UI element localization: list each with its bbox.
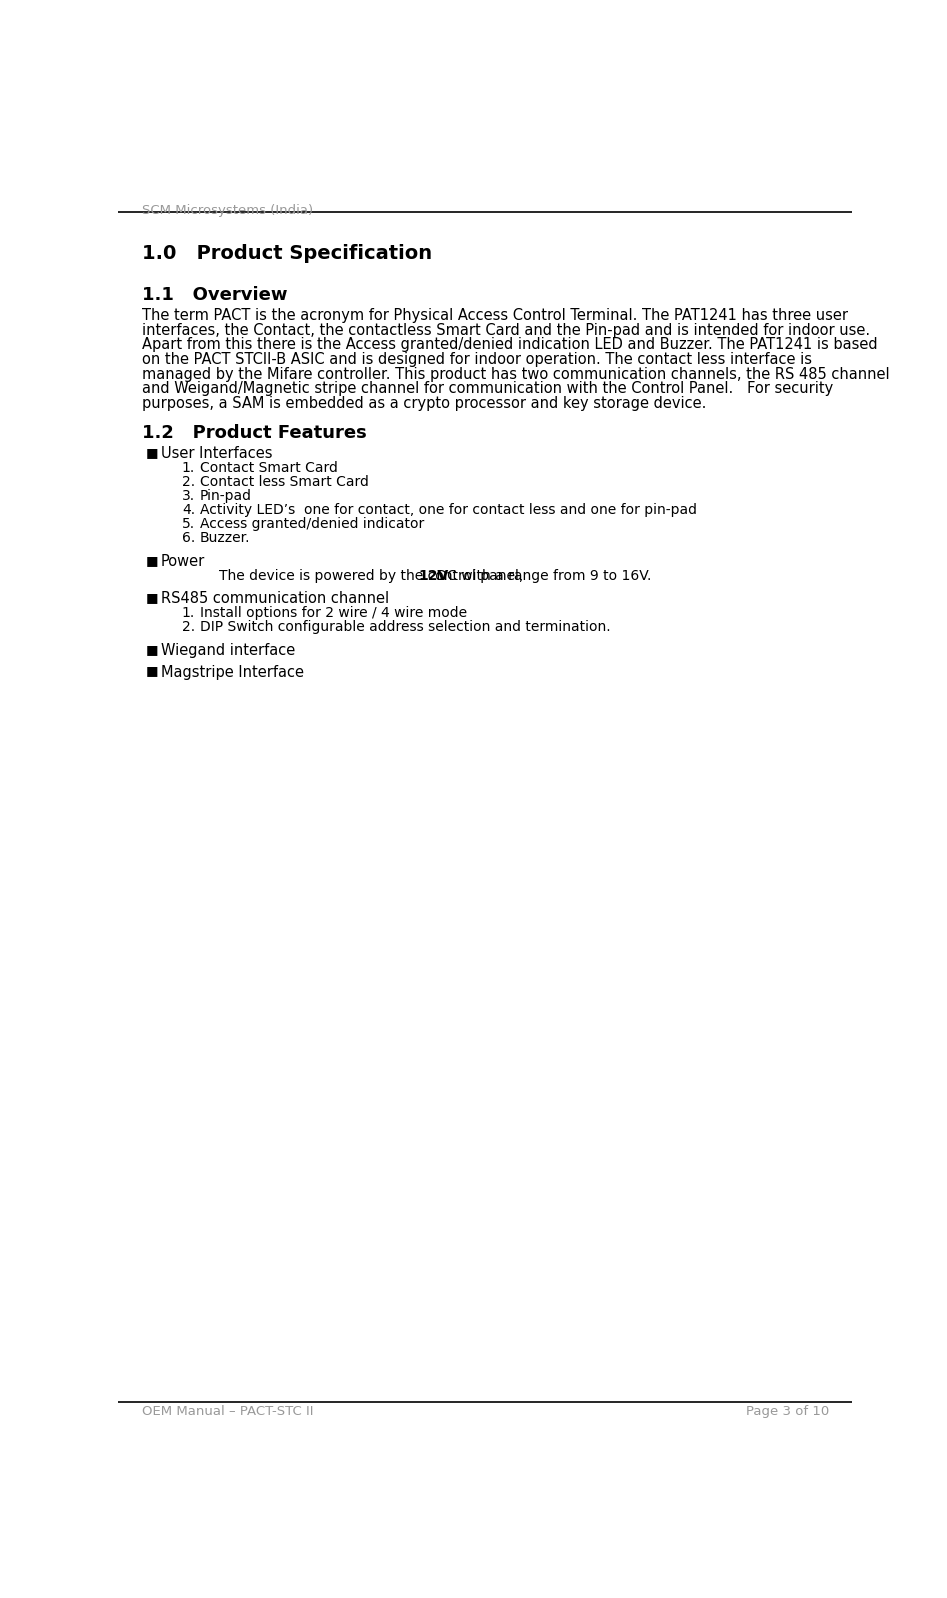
Text: Wiegand interface: Wiegand interface bbox=[161, 642, 295, 658]
Text: Magstripe Interface: Magstripe Interface bbox=[161, 665, 304, 679]
Text: ■: ■ bbox=[146, 665, 158, 678]
Text: purposes, a SAM is embedded as a crypto processor and key storage device.: purposes, a SAM is embedded as a crypto … bbox=[142, 396, 706, 411]
Text: User Interfaces: User Interfaces bbox=[161, 446, 273, 460]
Text: 5.: 5. bbox=[182, 516, 195, 531]
Text: Apart from this there is the Access granted/denied indication LED and Buzzer. Th: Apart from this there is the Access gran… bbox=[142, 337, 877, 352]
Text: and Weigand/Magnetic stripe channel for communication with the Control Panel.   : and Weigand/Magnetic stripe channel for … bbox=[142, 382, 832, 396]
Text: Activity LED’s  one for contact, one for contact less and one for pin-pad: Activity LED’s one for contact, one for … bbox=[200, 503, 697, 516]
Text: OEM Manual – PACT-STC II: OEM Manual – PACT-STC II bbox=[142, 1405, 313, 1419]
Text: RS485 communication channel: RS485 communication channel bbox=[161, 591, 389, 606]
Text: SCM Microsystems (India): SCM Microsystems (India) bbox=[142, 205, 313, 217]
Text: 6.: 6. bbox=[182, 531, 195, 545]
Text: DIP Switch configurable address selection and termination.: DIP Switch configurable address selectio… bbox=[200, 620, 611, 634]
Text: Page 3 of 10: Page 3 of 10 bbox=[746, 1405, 829, 1419]
Text: Buzzer.: Buzzer. bbox=[200, 531, 250, 545]
Text: ■: ■ bbox=[146, 591, 158, 604]
Text: 2.: 2. bbox=[182, 475, 195, 489]
Text: The device is powered by the control panel,: The device is powered by the control pan… bbox=[219, 569, 527, 583]
Text: 3.: 3. bbox=[182, 489, 195, 503]
Text: Pin-pad: Pin-pad bbox=[200, 489, 252, 503]
Text: DC with a range from 9 to 16V.: DC with a range from 9 to 16V. bbox=[432, 569, 652, 583]
Text: Contact less Smart Card: Contact less Smart Card bbox=[200, 475, 368, 489]
Text: 1.0   Product Specification: 1.0 Product Specification bbox=[142, 244, 432, 264]
Text: 1.1   Overview: 1.1 Overview bbox=[142, 286, 287, 305]
Text: interfaces, the Contact, the contactless Smart Card and the Pin-pad and is inten: interfaces, the Contact, the contactless… bbox=[142, 323, 869, 337]
Text: The term PACT is the acronym for Physical Access Control Terminal. The PAT1241 h: The term PACT is the acronym for Physica… bbox=[142, 308, 848, 323]
Text: managed by the Mifare controller. This product has two communication channels, t: managed by the Mifare controller. This p… bbox=[142, 366, 889, 382]
Text: Power: Power bbox=[161, 553, 205, 569]
Text: 2.: 2. bbox=[182, 620, 195, 634]
Text: ■: ■ bbox=[146, 446, 158, 459]
Text: 1.: 1. bbox=[182, 606, 195, 620]
Text: Access granted/denied indicator: Access granted/denied indicator bbox=[200, 516, 424, 531]
Text: on the PACT STCII-B ASIC and is designed for indoor operation. The contact less : on the PACT STCII-B ASIC and is designed… bbox=[142, 352, 812, 368]
Text: 12V: 12V bbox=[419, 569, 449, 583]
Text: ■: ■ bbox=[146, 642, 158, 657]
Text: 1.: 1. bbox=[182, 462, 195, 475]
Text: 1.2   Product Features: 1.2 Product Features bbox=[142, 425, 366, 443]
Text: ■: ■ bbox=[146, 553, 158, 567]
Text: 4.: 4. bbox=[182, 503, 195, 516]
Text: Contact Smart Card: Contact Smart Card bbox=[200, 462, 338, 475]
Text: Install options for 2 wire / 4 wire mode: Install options for 2 wire / 4 wire mode bbox=[200, 606, 467, 620]
